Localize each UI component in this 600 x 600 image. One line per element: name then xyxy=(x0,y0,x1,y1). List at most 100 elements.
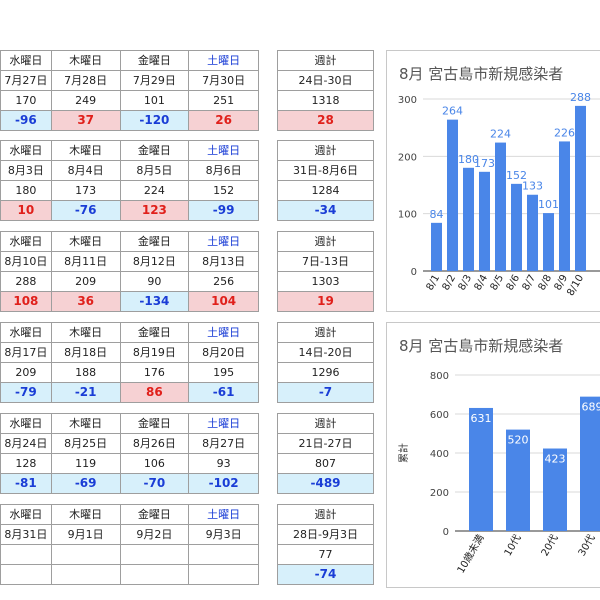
weekday-header: 木曜日 xyxy=(51,51,121,71)
table-row: 288 209 90 256 xyxy=(1,272,259,292)
table-row: 31日-8月6日 xyxy=(278,161,374,181)
diff-cell: -70 xyxy=(120,474,190,494)
x-tick-label: 10代 xyxy=(502,533,524,559)
weekday-header: 木曜日 xyxy=(51,414,121,434)
weekday-header: 金曜日 xyxy=(120,323,190,343)
date-cell: 8月31日 xyxy=(1,525,52,545)
table-row: 週計 xyxy=(278,505,374,525)
weekly-total-table: 週計 7日-13日 1303 19 xyxy=(277,231,374,312)
weekly-total-table: 週計 31日-8月6日 1284 -34 xyxy=(277,140,374,221)
table-row: 180 173 224 152 xyxy=(1,181,259,201)
diff-cell: -99 xyxy=(189,201,259,221)
x-tick-label: 8/6 xyxy=(505,273,523,292)
diff-cell: 86 xyxy=(120,383,190,403)
y-tick-label: 800 xyxy=(430,371,449,382)
table-row: 19 xyxy=(278,292,374,312)
weekday-header: 木曜日 xyxy=(51,505,121,525)
total-header: 週計 xyxy=(278,505,374,525)
age-chart-card: 8月 宮古島市新規感染者 0 200 400 600 800 累計 631 10歳未満 520 1… xyxy=(386,322,600,588)
weekly-total-table: 週計 28日-9月3日 77 -74 xyxy=(277,504,374,585)
x-tick-label: 8/7 xyxy=(521,273,539,292)
weekday-header: 木曜日 xyxy=(51,323,121,343)
weekday-header: 土曜日 xyxy=(189,323,259,343)
bar xyxy=(506,429,530,531)
total-range: 21日-27日 xyxy=(278,434,374,454)
table-row: 週計 xyxy=(278,51,374,71)
y-tick-label: 0 xyxy=(411,267,417,278)
table-row: 807 xyxy=(278,454,374,474)
total-header: 週計 xyxy=(278,414,374,434)
x-tick-label: 8/10 xyxy=(565,273,586,298)
diff-cell: 108 xyxy=(1,292,52,312)
count-cell: 188 xyxy=(51,363,121,383)
weekday-header: 金曜日 xyxy=(120,414,190,434)
date-cell: 7月27日 xyxy=(1,71,52,91)
age-chart-title: 8月 宮古島市新規感染者 xyxy=(399,337,564,355)
date-cell: 8月26日 xyxy=(120,434,190,454)
table-row: 8月3日 8月4日 8月5日 8月6日 xyxy=(1,161,259,181)
data-label: 689 xyxy=(582,401,600,414)
date-cell: 8月19日 xyxy=(120,343,190,363)
diff-cell: -96 xyxy=(1,111,52,131)
count-cell: 209 xyxy=(51,272,121,292)
table-row: 7日-13日 xyxy=(278,252,374,272)
table-row: 8月24日 8月25日 8月26日 8月27日 xyxy=(1,434,259,454)
date-cell: 8月27日 xyxy=(189,434,259,454)
daily-table: 水曜日 木曜日 金曜日 土曜日 8月17日 8月18日 8月19日 8月20日 209 188 17… xyxy=(0,322,259,403)
table-row: 108 36 -134 104 xyxy=(1,292,259,312)
table-row: 水曜日 木曜日 金曜日 土曜日 xyxy=(1,141,259,161)
date-cell: 7月28日 xyxy=(51,71,121,91)
count-cell: 128 xyxy=(1,454,52,474)
date-cell: 8月6日 xyxy=(189,161,259,181)
diff-cell: 123 xyxy=(120,201,190,221)
table-row: -7 xyxy=(278,383,374,403)
count-cell: 106 xyxy=(120,454,190,474)
table-row: 1296 xyxy=(278,363,374,383)
y-tick-label: 300 xyxy=(398,95,417,106)
table-row: 1284 xyxy=(278,181,374,201)
table-row: 水曜日 木曜日 金曜日 土曜日 xyxy=(1,414,259,434)
table-row: 28日-9月3日 xyxy=(278,525,374,545)
table-row: 7月27日 7月28日 7月29日 7月30日 xyxy=(1,71,259,91)
bar xyxy=(559,141,570,271)
table-row: -74 xyxy=(278,565,374,585)
data-label: 133 xyxy=(522,180,543,193)
total-range: 31日-8月6日 xyxy=(278,161,374,181)
total-count: 1318 xyxy=(278,91,374,111)
total-header: 週計 xyxy=(278,323,374,343)
date-cell: 8月20日 xyxy=(189,343,259,363)
weekday-header: 水曜日 xyxy=(1,323,52,343)
count-cell: 224 xyxy=(120,181,190,201)
date-cell: 8月3日 xyxy=(1,161,52,181)
total-range: 7日-13日 xyxy=(278,252,374,272)
diff-cell: 37 xyxy=(51,111,121,131)
age-cumulative-chart: 0 200 400 600 800 累計 631 10歳未満 520 10代 423 20代 689 30… xyxy=(397,371,600,576)
diff-cell: -120 xyxy=(120,111,190,131)
x-tick-label: 20代 xyxy=(539,533,561,559)
weekday-header: 土曜日 xyxy=(189,141,259,161)
table-row: 水曜日 木曜日 金曜日 土曜日 xyxy=(1,232,259,252)
bar xyxy=(580,396,600,531)
weekday-header: 金曜日 xyxy=(120,51,190,71)
count-cell: 152 xyxy=(189,181,259,201)
bar xyxy=(495,142,506,271)
diff-cell: -81 xyxy=(1,474,52,494)
weekday-header: 水曜日 xyxy=(1,505,52,525)
y-tick-label: 200 xyxy=(430,488,449,499)
date-cell: 8月13日 xyxy=(189,252,259,272)
bar xyxy=(527,194,538,271)
table-row: 1303 xyxy=(278,272,374,292)
y-tick-label: 400 xyxy=(430,449,449,460)
y-tick-label: 600 xyxy=(430,410,449,421)
x-tick-label: 8/5 xyxy=(489,273,507,292)
table-row: -81 -69 -70 -102 xyxy=(1,474,259,494)
weekday-header: 水曜日 xyxy=(1,141,52,161)
table-row: 水曜日 木曜日 金曜日 土曜日 xyxy=(1,505,259,525)
table-row: 週計 xyxy=(278,141,374,161)
data-label: 152 xyxy=(506,169,527,182)
count-cell: 251 xyxy=(189,91,259,111)
count-cell xyxy=(51,545,121,565)
table-row: 週計 xyxy=(278,323,374,343)
data-label: 288 xyxy=(570,91,591,104)
total-range: 28日-9月3日 xyxy=(278,525,374,545)
